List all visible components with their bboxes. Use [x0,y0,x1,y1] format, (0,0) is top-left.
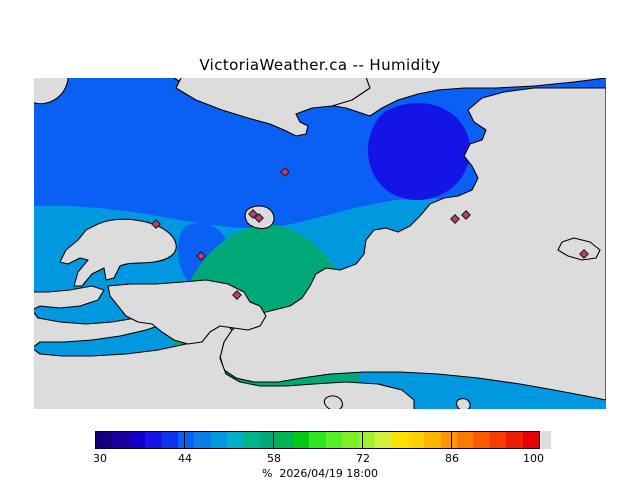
contour-band-deep-blue-pocket [367,102,470,201]
colorbar-swatch-9 [243,432,261,448]
land-west-island [59,218,177,287]
colorbar-swatch-8 [227,432,244,448]
station-marker[interactable] [232,290,242,300]
colorbar-swatch-24 [489,432,507,448]
land-east-peninsula-tip [557,237,601,261]
colorbar-swatch-23 [473,432,490,448]
colorbar-swatch-6 [194,432,211,448]
station-marker[interactable] [248,209,258,219]
colorbar-swatch-15 [342,432,359,448]
station-diamond-icon [461,210,471,220]
land-northwest-corner [34,78,69,105]
colorbar-swatch-10 [260,432,277,448]
colorbar-tick-label-86: 86 [445,452,459,465]
colorbar-swatch-2 [128,432,146,448]
station-marker[interactable] [254,213,264,223]
land-central-spit [107,279,267,345]
land-southwest-mainland [34,285,415,409]
legend: 30 44 58 72 86 100 % 2026/04/19 18:00 [0,425,640,480]
land-islet-southeast [456,398,471,409]
colorbar-swatch-3 [145,432,162,448]
colorbar-tick-86 [451,431,452,449]
map-canvas[interactable] [34,78,606,409]
colorbar-swatch-13 [309,432,326,448]
colorbar-swatch-14 [325,432,343,448]
colorbar-swatch-11 [276,432,293,448]
humidity-map[interactable] [34,78,606,409]
coastline-layer [34,78,606,409]
station-marker[interactable] [450,214,460,224]
station-diamond-icon [450,214,460,224]
colorbar-tick-72 [362,431,363,449]
colorbar-tick-label-100: 100 [523,452,544,465]
colorbar-swatch-1 [112,432,129,448]
colorbar[interactable] [95,431,540,449]
land-islet-south [323,395,343,409]
colorbar-tick-label-44: 44 [178,452,192,465]
station-marker[interactable] [461,210,471,220]
station-diamond-icon [280,167,290,177]
land-east-mainland [219,87,606,401]
station-diamond-icon [579,249,589,259]
colorbar-swatch-0 [96,432,113,448]
station-diamond-icon [151,219,161,229]
colorbar-swatch-20 [424,432,441,448]
land-north-central-peninsula [175,78,371,137]
station-marker[interactable] [151,219,161,229]
page-title: VictoriaWeather.ca -- Humidity [199,56,441,74]
colorbar-swatch-4 [161,432,179,448]
station-marker[interactable] [280,167,290,177]
colorbar-tick-44 [184,431,185,449]
colorbar-tick-label-58: 58 [267,452,281,465]
station-diamond-icon [196,251,206,261]
legend-caption: % 2026/04/19 18:00 [261,467,379,480]
colorbar-swatch-18 [391,432,408,448]
colorbar-tick-58 [273,431,274,449]
colorbar-swatch-19 [407,432,425,448]
station-diamond-icon [254,213,264,223]
colorbar-tick-label-30: 30 [93,452,107,465]
station-marker[interactable] [196,251,206,261]
station-marker[interactable] [579,249,589,259]
colorbar-swatch-5 [178,432,195,448]
station-marker-layer[interactable] [151,167,589,300]
colorbar-swatch-12 [292,432,310,448]
colorbar-swatch-22 [456,432,474,448]
colorbar-swatch-26 [522,432,539,448]
colorbar-overflow-swatch [541,431,551,449]
colorbar-swatch-16 [358,432,375,448]
colorbar-swatch-7 [210,432,228,448]
contour-band-blue-north [34,78,606,258]
colorbar-swatch-25 [506,432,523,448]
colorbar-swatch-17 [374,432,392,448]
colorbar-tick-label-72: 72 [356,452,370,465]
station-diamond-icon [248,209,258,219]
station-diamond-icon [232,290,242,300]
colorbar-swatch-21 [440,432,457,448]
